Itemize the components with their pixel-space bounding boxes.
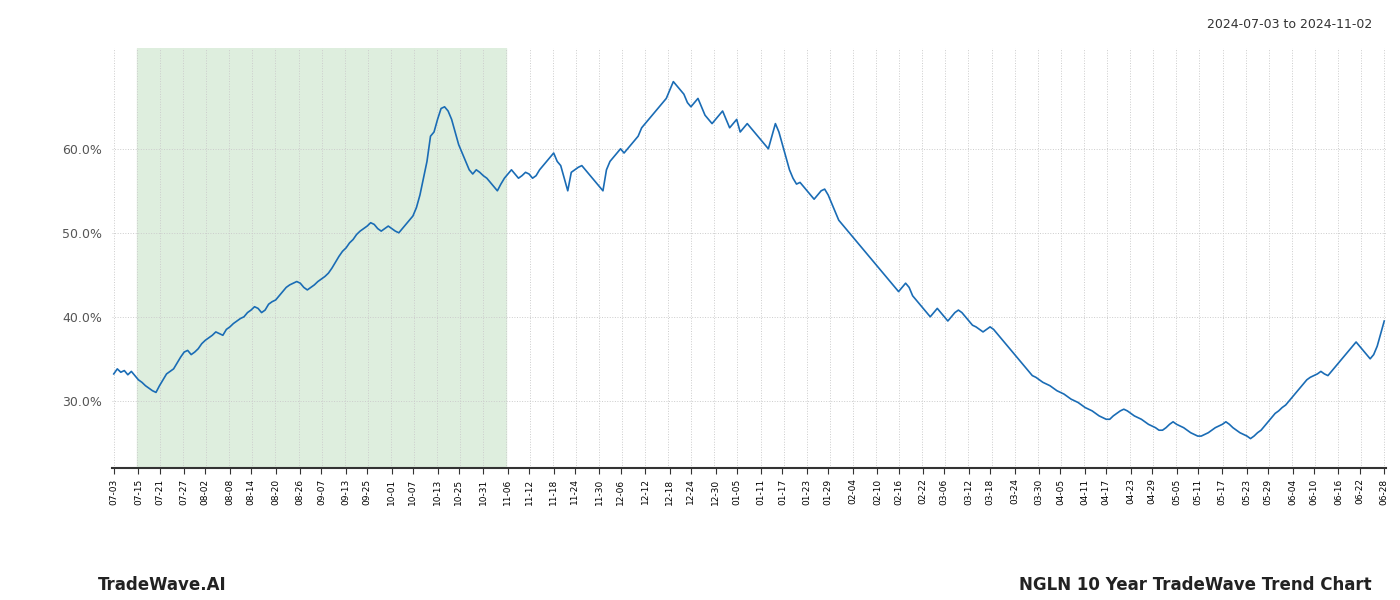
- Text: TradeWave.AI: TradeWave.AI: [98, 576, 227, 594]
- Bar: [137, 48, 507, 468]
- Text: NGLN 10 Year TradeWave Trend Chart: NGLN 10 Year TradeWave Trend Chart: [1019, 576, 1372, 594]
- Text: 2024-07-03 to 2024-11-02: 2024-07-03 to 2024-11-02: [1207, 18, 1372, 31]
